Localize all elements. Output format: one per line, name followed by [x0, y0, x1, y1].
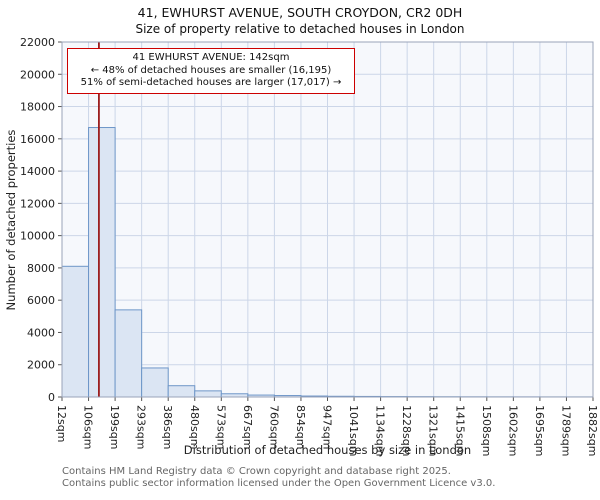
x-tick-label: 1134sqm [374, 405, 387, 456]
x-tick-label: 199sqm [108, 405, 121, 449]
attribution-footer: Contains HM Land Registry data © Crown c… [62, 466, 495, 489]
x-tick-label: 854sqm [294, 405, 307, 449]
x-tick-label: 1041sqm [347, 405, 360, 456]
y-tick-label: 14000 [20, 165, 55, 178]
x-tick-label: 667sqm [241, 405, 254, 449]
histogram-bar [114, 309, 143, 398]
y-tick-label: 8000 [27, 262, 55, 275]
chart-title: 41, EWHURST AVENUE, SOUTH CROYDON, CR2 0… [137, 5, 463, 20]
x-tick-label: 480sqm [188, 405, 201, 449]
y-tick-label: 4000 [27, 326, 55, 339]
x-tick-label: 1321sqm [427, 405, 440, 456]
x-tick-label: 1228sqm [400, 405, 413, 456]
x-tick-label: 1789sqm [559, 405, 572, 456]
chart-subtitle: Size of property relative to detached ho… [135, 22, 465, 36]
y-tick-label: 22000 [20, 36, 55, 49]
x-tick-label: 386sqm [161, 405, 174, 449]
x-tick-label: 947sqm [321, 405, 334, 449]
annotation-property: 41 EWHURST AVENUE: 142sqm [132, 52, 290, 63]
y-axis-title: Number of detached properties [4, 129, 18, 311]
y-tick-label: 10000 [20, 230, 55, 243]
annotation-smaller: ← 48% of detached houses are smaller (16… [90, 64, 332, 76]
y-tick-label: 0 [48, 391, 55, 404]
x-tick-label: 1882sqm [586, 405, 599, 456]
x-tick-label: 1602sqm [506, 405, 519, 456]
x-tick-label: 1415sqm [453, 405, 466, 456]
y-tick-label: 12000 [20, 197, 55, 210]
x-tick-label: 760sqm [267, 405, 280, 449]
x-tick-label: 12sqm [55, 405, 68, 442]
attribution-line-2: Contains public sector information licen… [62, 477, 496, 489]
x-axis-title: Distribution of detached houses by size … [183, 443, 472, 457]
histogram-bar [61, 265, 90, 398]
y-tick-label: 20000 [20, 68, 55, 81]
histogram-bar [194, 390, 222, 398]
y-tick-label: 6000 [27, 294, 55, 307]
histogram-bar [167, 385, 196, 398]
y-tick-label: 16000 [20, 133, 55, 146]
y-tick-label: 18000 [20, 101, 55, 114]
marker-annotation-box: 41 EWHURST AVENUE: 142sqm ← 48% of detac… [67, 48, 355, 94]
plot-border [61, 41, 594, 398]
y-tick-label: 2000 [27, 359, 55, 372]
x-tick-label: 573sqm [214, 405, 227, 449]
annotation-larger: 51% of semi-detached houses are larger (… [80, 77, 342, 88]
histogram-bar [141, 367, 169, 398]
x-tick-label: 106sqm [82, 405, 95, 449]
x-tick-label: 1508sqm [480, 405, 493, 456]
histogram-bar [88, 127, 116, 398]
attribution-line-1: Contains HM Land Registry data © Crown c… [62, 466, 451, 477]
x-tick-label: 293sqm [135, 405, 148, 449]
x-tick-label: 1695sqm [533, 405, 546, 456]
